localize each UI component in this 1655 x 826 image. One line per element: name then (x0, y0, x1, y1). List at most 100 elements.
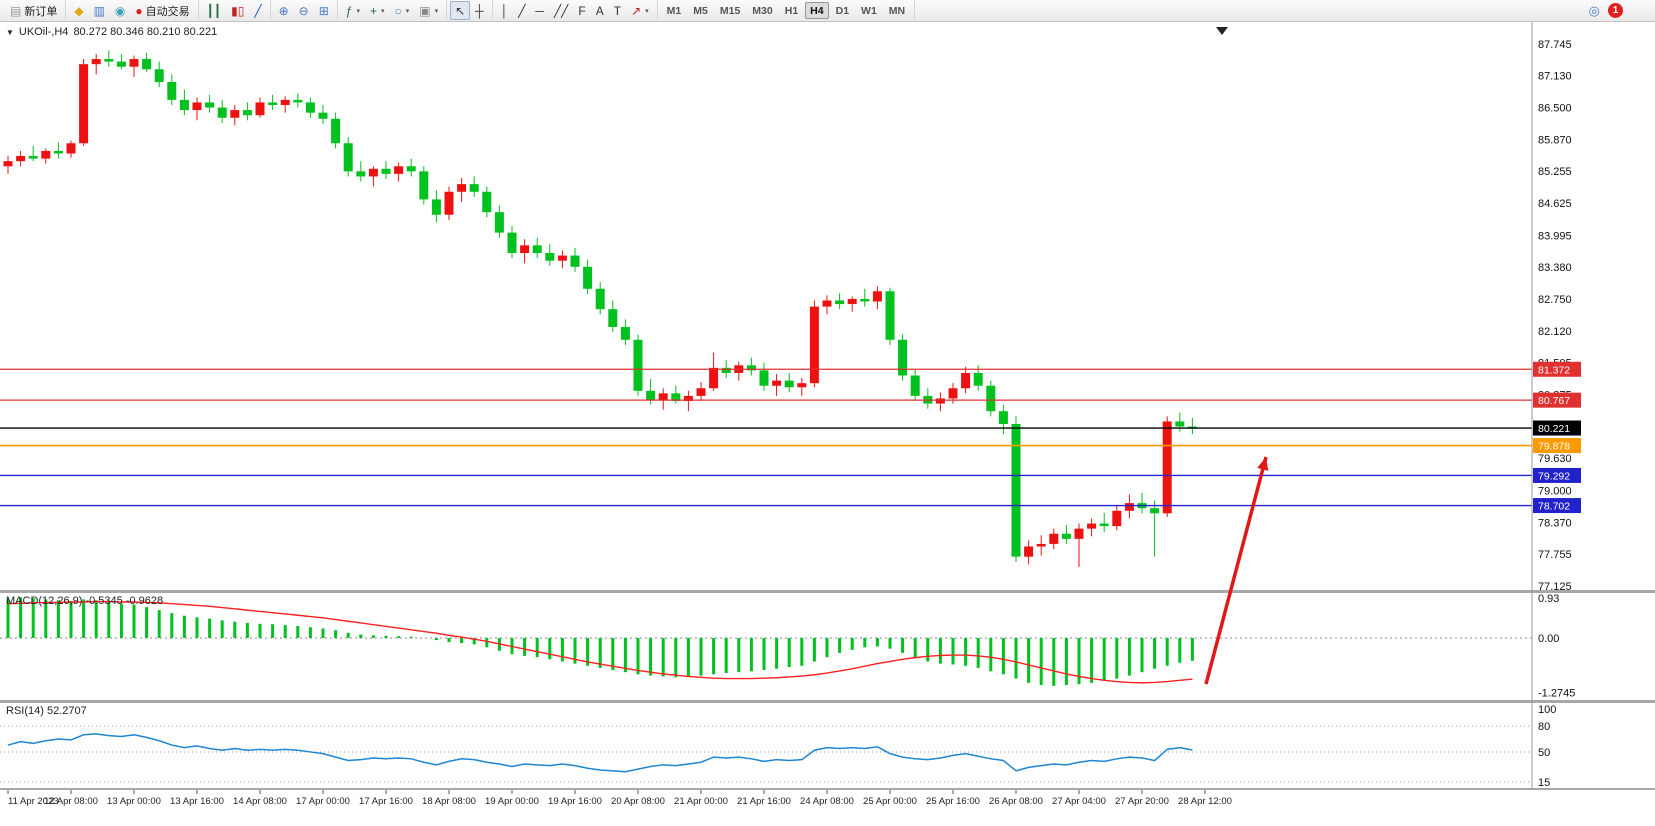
svg-text:12 Apr 08:00: 12 Apr 08:00 (44, 796, 98, 807)
zoom-in-button[interactable]: ⊕ (274, 1, 294, 20)
main-toolbar: ▤ 新订单 ◆ ▥ ◉ ● 自动交易 ┃┃ ▮▯ ╱ ⊕ ⊖ ⊞ ƒ ▾ + ▾ ○ ▾ ▣ ▾ ↖ ┼ │ ╱ ─ ╱╱ F A T ↗ ▾… (0, 0, 1655, 22)
text-label-button[interactable]: T (609, 1, 626, 20)
svg-text:78.702: 78.702 (1538, 501, 1570, 513)
fibonacci-button[interactable]: F (573, 1, 590, 20)
channel-icon: ╱╱ (553, 3, 569, 18)
arrows-icon: ↗ (631, 3, 642, 18)
fibonacci-icon: F (578, 3, 586, 18)
trend-arrow-annotation[interactable] (1204, 456, 1268, 685)
svg-text:79.000: 79.000 (1538, 485, 1572, 497)
svg-text:85.870: 85.870 (1538, 135, 1572, 147)
navigator-button[interactable]: ◉ (110, 1, 130, 20)
timeframe-m30-button[interactable]: M30 (747, 2, 777, 19)
data-window-button[interactable]: ▥ (89, 1, 110, 20)
candlestick-chart-button[interactable]: ▮▯ (226, 1, 249, 20)
crosshair-icon: ┼ (475, 3, 484, 18)
new-order-button[interactable]: ▤ 新订单 (5, 1, 62, 20)
timeframe-h4-button[interactable]: H4 (805, 2, 829, 19)
auto-trading-icon: ● (135, 3, 143, 18)
market-watch-icon: ◆ (74, 3, 84, 18)
line-chart-icon: ╱ (254, 3, 262, 18)
svg-text:11 Apr 2023: 11 Apr 2023 (8, 796, 59, 807)
caret-down-icon: ▾ (645, 7, 649, 15)
new-order-icon: ▤ (10, 3, 22, 18)
svg-text:28 Apr 12:00: 28 Apr 12:00 (1178, 796, 1232, 807)
chart-shift-marker-icon[interactable] (1216, 27, 1228, 35)
rsi-indicator-label: RSI(14) 52.2707 (6, 705, 87, 717)
timeframe-h1-button[interactable]: H1 (780, 2, 803, 19)
caret-down-icon: ▾ (380, 7, 385, 15)
chart-collapse-icon[interactable]: ▼ (6, 27, 14, 37)
channel-button[interactable]: ╱╱ (549, 1, 573, 20)
svg-text:13 Apr 00:00: 13 Apr 00:00 (107, 796, 161, 807)
resistance-line-2-badge (1533, 392, 1581, 408)
timeframe-m15-button[interactable]: M15 (715, 2, 745, 19)
bar-chart-icon: ┃┃ (206, 3, 222, 18)
indicators-icon: ƒ (345, 3, 353, 18)
svg-text:77.755: 77.755 (1538, 549, 1572, 561)
timeframe-w1-button[interactable]: W1 (856, 2, 882, 19)
timeframe-d1-button[interactable]: D1 (831, 2, 854, 19)
support-line-orange-badge (1533, 438, 1581, 454)
vertical-line-button[interactable]: │ (496, 1, 514, 20)
bar-chart-button[interactable]: ┃┃ (202, 1, 226, 20)
svg-text:86.500: 86.500 (1538, 103, 1572, 115)
svg-text:21 Apr 00:00: 21 Apr 00:00 (674, 796, 728, 807)
search-icon[interactable]: ◎ (1588, 2, 1600, 18)
chart-type-group: ┃┃ ▮▯ ╱ (199, 0, 271, 22)
svg-text:13 Apr 16:00: 13 Apr 16:00 (170, 796, 224, 807)
line-chart-button[interactable]: ╱ (249, 1, 266, 20)
timeframe-mn-button[interactable]: MN (884, 2, 910, 19)
support-line-blue-2-badge (1533, 498, 1581, 514)
svg-text:77.125: 77.125 (1538, 581, 1572, 593)
horizontal-line-button[interactable]: ─ (530, 1, 549, 20)
crosshair-button[interactable]: ┼ (470, 1, 489, 20)
svg-text:0.00: 0.00 (1538, 633, 1559, 645)
text-button[interactable]: A (591, 1, 609, 20)
chart-symbol-label: UKOil-,H4 (18, 26, 69, 38)
svg-text:87.130: 87.130 (1538, 70, 1572, 82)
indicator-group: ƒ ▾ + ▾ ○ ▾ ▣ ▾ (338, 0, 448, 22)
zoom-out-button[interactable]: ⊖ (294, 1, 314, 20)
zoom-out-icon: ⊖ (298, 3, 309, 18)
svg-text:85.255: 85.255 (1538, 166, 1572, 178)
svg-text:84.625: 84.625 (1538, 198, 1572, 210)
svg-text:14 Apr 08:00: 14 Apr 08:00 (233, 796, 287, 807)
trendline-button[interactable]: ╱ (513, 1, 530, 20)
notification-badge[interactable]: 1 (1608, 3, 1623, 18)
timeframe-m1-button[interactable]: M1 (662, 2, 687, 19)
current-price-line-badge (1533, 420, 1581, 436)
indicators-button[interactable]: ƒ ▾ (341, 1, 365, 20)
svg-text:17 Apr 00:00: 17 Apr 00:00 (296, 796, 350, 807)
cursor-button[interactable]: ↖ (450, 1, 471, 20)
svg-text:100: 100 (1538, 704, 1556, 716)
timeframe-toolbar: M1 M5 M15 M30 H1 H4 D1 W1 MN (658, 0, 916, 22)
price-axis-badges: 81.372 80.767 80.221 79.878 79.292 78.702 (1533, 361, 1581, 514)
horizontal-line-icon: ─ (535, 3, 544, 18)
svg-text:25 Apr 16:00: 25 Apr 16:00 (926, 796, 980, 807)
svg-text:79.630: 79.630 (1538, 453, 1572, 465)
screenshot-button[interactable]: ▣ ▾ (414, 1, 443, 20)
toolbar-right-area: ◎ 1 (1589, 3, 1655, 19)
toolbar-button-groups: ▤ 新订单 ◆ ▥ ◉ ● 自动交易 ┃┃ ▮▯ ╱ ⊕ ⊖ ⊞ ƒ ▾ + ▾ ○ ▾ ▣ ▾ ↖ ┼ │ ╱ ─ ╱╱ F A T ↗ ▾ (2, 0, 658, 22)
trendline-icon: ╱ (518, 3, 526, 18)
grid-button[interactable]: ⊞ (314, 1, 334, 20)
macd-histogram (6, 597, 1194, 686)
timeframe-m5-button[interactable]: M5 (688, 2, 713, 19)
rsi-panel-divider[interactable] (0, 700, 1655, 703)
svg-text:19 Apr 00:00: 19 Apr 00:00 (485, 796, 539, 807)
period-icon: ○ (394, 3, 402, 18)
market-watch-button[interactable]: ◆ (69, 1, 88, 20)
svg-text:82.750: 82.750 (1538, 294, 1572, 306)
period-button[interactable]: ○ ▾ (389, 1, 414, 20)
add-indicator-button[interactable]: + ▾ (365, 1, 390, 20)
svg-text:80.221: 80.221 (1538, 423, 1570, 435)
vertical-line-icon: │ (500, 3, 509, 18)
macd-panel-divider[interactable] (0, 590, 1655, 593)
text-icon: A (595, 3, 604, 18)
auto-trading-button[interactable]: ● 自动交易 (130, 1, 194, 20)
arrows-button[interactable]: ↗ ▾ (626, 1, 654, 20)
chart-ohlc-header: ▼ UKOil-,H4 80.272 80.346 80.210 80.221 (6, 26, 217, 38)
